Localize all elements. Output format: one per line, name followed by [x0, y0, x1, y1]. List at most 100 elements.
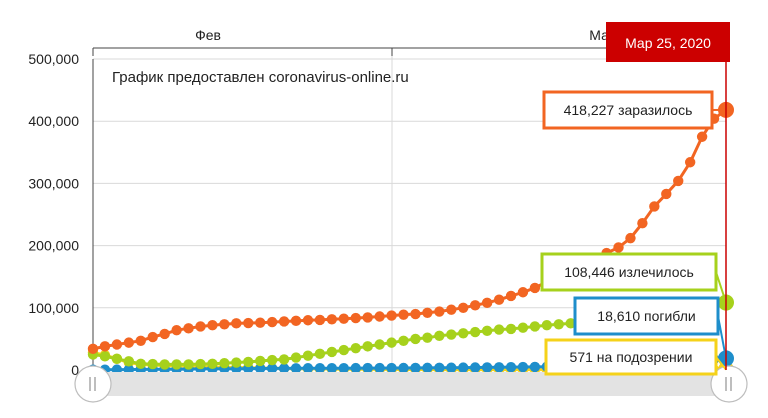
- y-tick-label: 200,000: [28, 238, 79, 254]
- y-axis: 0 100,000 200,000 300,000 400,000 500,000: [28, 51, 94, 378]
- data-point-recovered: [171, 359, 182, 370]
- data-point-recovered: [505, 323, 517, 335]
- data-point-deaths: [290, 363, 302, 374]
- callout-suspected: 571 на подозрении: [544, 338, 727, 376]
- data-point-deaths: [255, 363, 266, 374]
- data-point-infected: [673, 175, 684, 187]
- data-point-recovered: [469, 326, 481, 338]
- data-point-recovered: [135, 358, 146, 369]
- data-point-infected: [314, 314, 326, 326]
- data-point-infected: [613, 242, 624, 253]
- data-point-infected: [326, 314, 338, 325]
- data-point-infected: [350, 312, 361, 324]
- data-point-recovered: [123, 356, 135, 367]
- data-point-deaths: [493, 362, 505, 373]
- data-point-recovered: [278, 354, 290, 365]
- callout-box-deaths: [573, 296, 720, 336]
- data-point-deaths: [266, 363, 278, 374]
- data-point-infected: [159, 328, 170, 340]
- data-point-infected: [410, 308, 421, 320]
- data-point-recovered: [541, 320, 553, 331]
- y-tick-label: 300,000: [28, 175, 79, 191]
- date-badge-bg: [606, 22, 730, 62]
- data-point-infected: [469, 300, 481, 311]
- data-point-recovered: [326, 346, 338, 358]
- data-point-recovered: [338, 344, 350, 356]
- data-point-recovered: [481, 325, 493, 337]
- data-point-infected: [338, 313, 350, 324]
- x-month-label: Фев: [195, 27, 221, 43]
- data-point-recovered: [493, 324, 505, 335]
- data-point-infected: [422, 307, 433, 318]
- callout-connector-suspected: [715, 356, 727, 371]
- data-point-deaths: [434, 362, 445, 374]
- data-point-infected: [147, 331, 158, 343]
- data-point-recovered: [147, 358, 158, 370]
- callout-connector-recovered: [715, 271, 727, 303]
- y-tick-label: 100,000: [28, 300, 79, 316]
- data-point-deaths: [338, 362, 350, 374]
- data-point-deaths: [481, 362, 493, 373]
- data-point-deaths: [469, 362, 481, 373]
- data-point-recovered: [434, 330, 445, 341]
- data-point-recovered: [529, 321, 541, 332]
- data-point-infected: [123, 337, 135, 348]
- data-point-infected: [171, 324, 182, 336]
- data-point-recovered: [183, 359, 194, 370]
- data-point-deaths: [422, 362, 433, 374]
- callout-infected: 418,227 заразилось: [542, 90, 727, 130]
- data-point-deaths: [446, 362, 457, 373]
- data-point-recovered: [314, 348, 326, 360]
- range-scrollbar[interactable]: [74, 365, 748, 403]
- data-point-infected: [362, 312, 373, 323]
- data-point-infected: [266, 316, 278, 328]
- data-point-recovered: [553, 319, 564, 330]
- data-point-infected: [649, 201, 660, 212]
- data-point-infected: [696, 131, 708, 142]
- data-point-recovered: [266, 354, 278, 366]
- data-point-recovered: [302, 350, 314, 361]
- data-point-deaths: [314, 363, 326, 374]
- data-point-infected: [255, 317, 266, 328]
- data-point-infected: [111, 339, 123, 350]
- data-point-recovered: [99, 351, 111, 362]
- callout-recovered: 108,446 излечилось: [540, 252, 727, 303]
- data-point-infected: [278, 316, 290, 327]
- data-point-deaths: [326, 362, 338, 374]
- data-point-infected: [529, 282, 541, 294]
- data-point-infected: [87, 343, 99, 355]
- scrollbar-handle-left[interactable]: [74, 365, 112, 403]
- data-point-infected: [135, 335, 146, 346]
- data-point-recovered: [422, 332, 433, 343]
- data-point-infected: [195, 321, 206, 332]
- data-point-infected: [302, 315, 314, 326]
- data-point-deaths: [458, 362, 469, 373]
- scrollbar-track[interactable]: [93, 372, 728, 396]
- data-point-recovered: [290, 352, 302, 363]
- callout-box-suspected: [544, 338, 718, 376]
- series-layer: [87, 101, 734, 378]
- data-point-deaths: [302, 363, 314, 374]
- data-point-recovered: [255, 355, 266, 367]
- callout-text-infected: 418,227 заразилось: [564, 102, 693, 118]
- data-point-recovered: [386, 337, 397, 348]
- scrollbar-handle-right[interactable]: [710, 365, 748, 403]
- data-point-recovered: [398, 335, 409, 346]
- y-tick-label: 0: [71, 362, 79, 378]
- series-callouts: 418,227 заразилось 108,446 излечилось 18,6…: [540, 90, 727, 376]
- data-point-deaths: [278, 363, 290, 374]
- data-point-infected: [458, 302, 469, 313]
- data-point-recovered: [517, 322, 529, 333]
- data-point-recovered: [243, 356, 254, 368]
- data-point-infected: [517, 287, 529, 298]
- data-point-deaths: [517, 361, 529, 373]
- data-point-infected: [374, 311, 385, 322]
- data-point-infected: [684, 157, 696, 168]
- data-point-recovered: [207, 358, 218, 369]
- callout-text-deaths: 18,610 погибли: [597, 308, 695, 324]
- data-point-deaths: [362, 362, 373, 374]
- data-point-infected: [207, 320, 218, 331]
- data-point-infected: [661, 188, 672, 200]
- data-point-deaths: [374, 362, 385, 374]
- callout-deaths: 18,610 погибли: [573, 296, 727, 359]
